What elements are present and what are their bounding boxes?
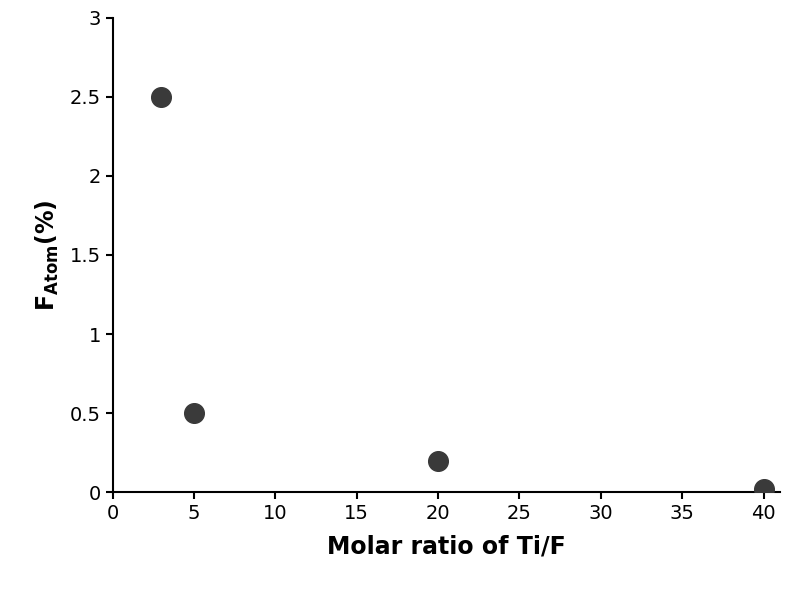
Point [756,484,769,494]
Y-axis label: F$_{\mathregular{Atom}}$(%): F$_{\mathregular{Atom}}$(%) [34,199,61,311]
Point [155,92,168,101]
Point [187,409,200,418]
Point [431,456,444,466]
X-axis label: Molar ratio of Ti/F: Molar ratio of Ti/F [327,534,565,558]
